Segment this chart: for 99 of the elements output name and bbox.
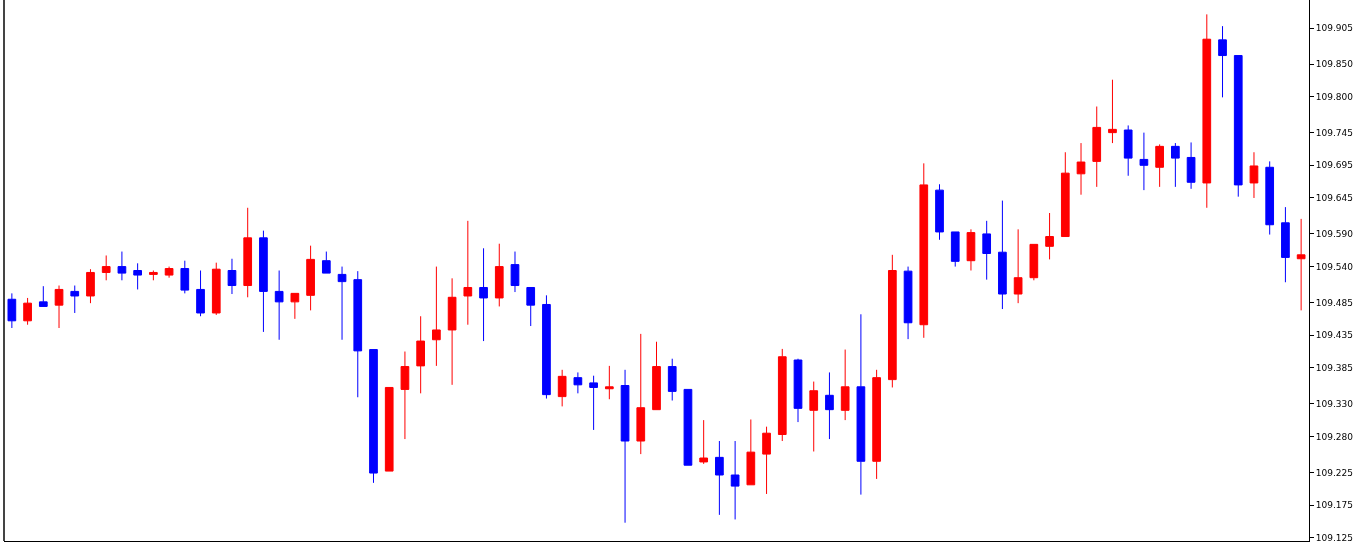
candlestick (164, 266, 174, 279)
candlestick (416, 315, 426, 394)
candlestick (290, 292, 300, 320)
candlestick (793, 358, 803, 423)
candlestick (762, 426, 771, 495)
candlestick (825, 371, 834, 440)
candlestick (211, 262, 221, 316)
candlestick (149, 270, 158, 281)
candlestick (479, 247, 488, 342)
candlestick (494, 243, 504, 307)
candlestick (306, 245, 315, 311)
candlestick (227, 258, 237, 295)
candlestick (856, 313, 866, 496)
candlestick (966, 228, 976, 271)
candlestick (1171, 142, 1180, 188)
candlestick (840, 349, 850, 421)
candlestick (353, 270, 363, 398)
candlestick (1218, 25, 1227, 98)
candlestick (321, 251, 331, 274)
y-tick-label: 109.850 (1315, 59, 1354, 70)
candlestick (1281, 206, 1290, 283)
candlestick (919, 162, 929, 339)
y-tick-label: 109.695 (1315, 160, 1354, 171)
candlestick (542, 294, 551, 400)
y-tick-label: 109.590 (1315, 229, 1354, 240)
y-tick-label: 109.385 (1315, 363, 1354, 373)
candlestick (180, 260, 190, 294)
candlestick (337, 266, 347, 341)
candlestick (1139, 132, 1149, 191)
candlestick (998, 200, 1007, 310)
candlestick (38, 285, 48, 307)
candlestick (369, 349, 378, 484)
candlestick (730, 440, 740, 520)
candlestick (1045, 212, 1054, 260)
candlestick (652, 341, 661, 411)
candlestick (101, 254, 111, 281)
candlestick (777, 348, 787, 442)
candlestick (117, 251, 127, 281)
candlestick (274, 270, 284, 341)
candlestick (1202, 13, 1212, 209)
candlestick (1233, 55, 1243, 198)
candlestick (1029, 243, 1039, 281)
candlestick (1108, 79, 1117, 144)
candlestick (1155, 143, 1164, 188)
candlestick (872, 369, 881, 480)
y-tick-label: 109.540 (1315, 261, 1354, 272)
y-tick-label: 109.225 (1315, 467, 1354, 478)
y-tick-label: 109.485 (1315, 297, 1354, 308)
candlestick (1265, 160, 1275, 236)
candlestick (683, 388, 693, 466)
candlestick (259, 230, 268, 333)
candlestick (1296, 218, 1306, 311)
candlestick (699, 419, 709, 465)
candlestick (903, 266, 913, 340)
candlestick (620, 369, 630, 524)
candlestick (23, 297, 32, 326)
y-tick-label: 109.435 (1315, 330, 1354, 341)
y-tick-label: 109.905 (1315, 23, 1354, 34)
candlestick (526, 286, 536, 327)
candlestick (1186, 141, 1196, 190)
candlestick (715, 440, 724, 516)
candlestick (887, 254, 897, 388)
candlestick (982, 220, 992, 281)
candlestick (935, 183, 944, 241)
candlestick (573, 371, 583, 394)
candlestick (950, 231, 960, 268)
candlestick (589, 375, 598, 431)
y-tick-label: 109.280 (1315, 431, 1354, 442)
y-tick-label: 109.645 (1315, 193, 1354, 204)
candlestick (133, 262, 142, 290)
y-tick-label: 109.745 (1315, 127, 1354, 138)
candlestick (557, 369, 567, 407)
candlestick (667, 358, 677, 402)
y-tick-label: 109.330 (1315, 398, 1354, 409)
candlestick (636, 333, 646, 455)
candlestick (54, 285, 64, 329)
candlestick (86, 268, 95, 304)
candlestick (384, 386, 394, 472)
candlestick (1076, 142, 1086, 196)
candlestick (1123, 124, 1133, 177)
candlestick (1249, 151, 1259, 199)
y-tick-label: 109.125 (1315, 532, 1354, 543)
y-tick-label: 109.800 (1315, 91, 1354, 102)
candlestick (243, 207, 253, 298)
candlestick (463, 220, 473, 326)
candlestick (400, 351, 410, 440)
y-tick-label: 109.175 (1315, 500, 1354, 511)
candlestick (7, 292, 17, 329)
candlestick (447, 277, 457, 386)
candlestick (432, 266, 441, 367)
candlestick (1092, 106, 1102, 188)
candlestick (70, 285, 80, 314)
candlestick (1060, 151, 1070, 238)
candlestick (510, 251, 520, 293)
candlestick (604, 365, 614, 400)
candlestick (1013, 228, 1023, 304)
candlestick (746, 418, 756, 486)
candlestick (809, 381, 819, 452)
candlestick (196, 270, 205, 317)
